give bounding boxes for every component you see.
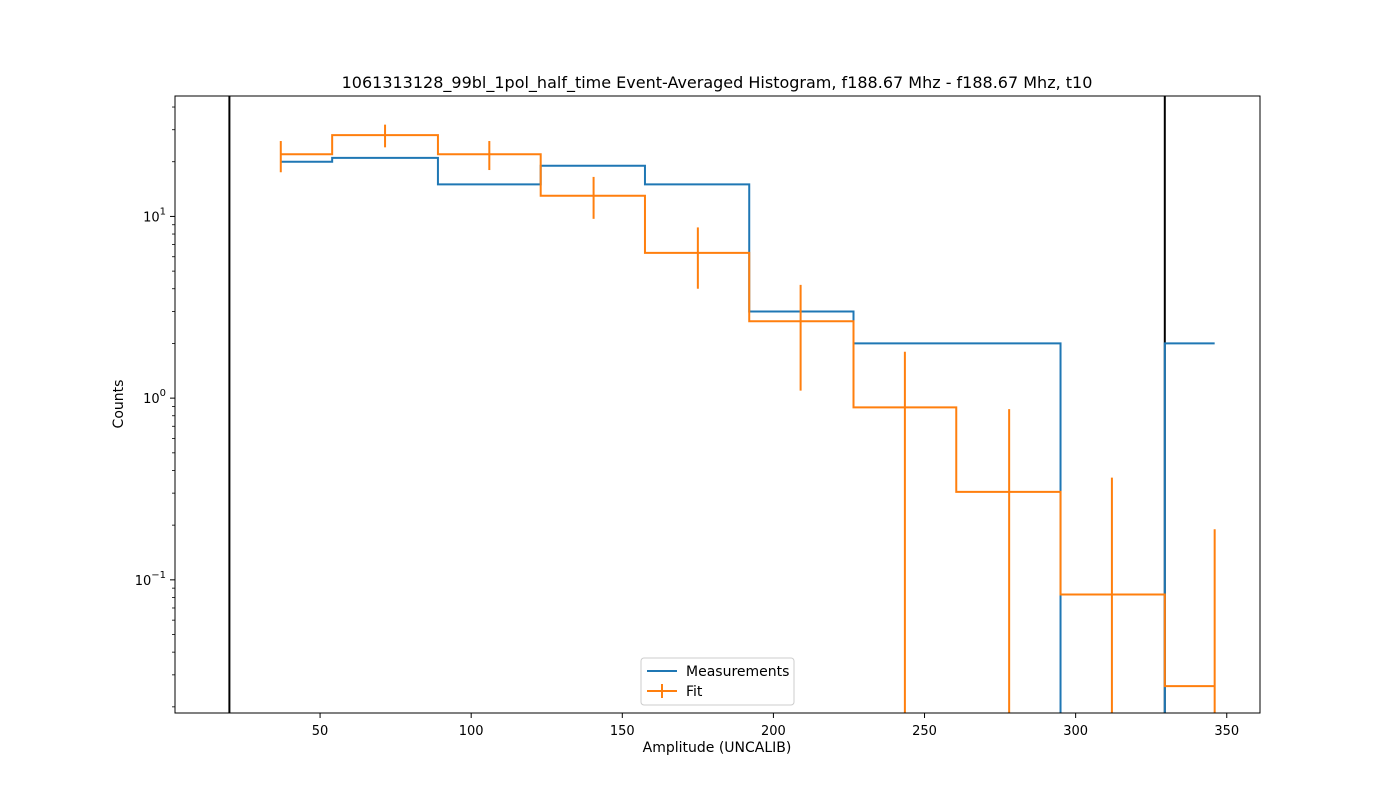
legend-label-measurements: Measurements	[686, 664, 789, 680]
x-tick-label: 200	[761, 724, 786, 739]
x-tick-label: 350	[1214, 724, 1239, 739]
legend-label-fit: Fit	[686, 684, 703, 700]
legend: Measurements Fit	[640, 657, 795, 706]
chart-title: 1061313128_99bl_1pol_half_time Event-Ave…	[342, 73, 1093, 93]
x-axis-label: Amplitude (UNCALIB)	[643, 740, 792, 756]
y-tick-label: 101	[143, 206, 166, 225]
x-tick-label: 300	[1063, 724, 1088, 739]
x-tick-label: 150	[610, 724, 635, 739]
plot-frame	[174, 95, 1261, 714]
x-tick-label: 50	[312, 724, 329, 739]
x-tick-label: 100	[459, 724, 484, 739]
legend-box	[640, 657, 795, 706]
y-tick-label: 100	[143, 388, 166, 407]
y-axis-label: Counts	[111, 380, 127, 429]
plot-series	[228, 96, 1216, 713]
y-tick-label: 10−1	[135, 570, 166, 589]
x-axis-ticks: 50 100 150 200 250 300 350	[312, 713, 1239, 739]
x-tick-label: 250	[912, 724, 937, 739]
measurements-step-line	[280, 156, 1215, 713]
y-axis-ticks: 10−1 100 101	[135, 106, 175, 708]
fit-step-line	[280, 134, 1215, 688]
